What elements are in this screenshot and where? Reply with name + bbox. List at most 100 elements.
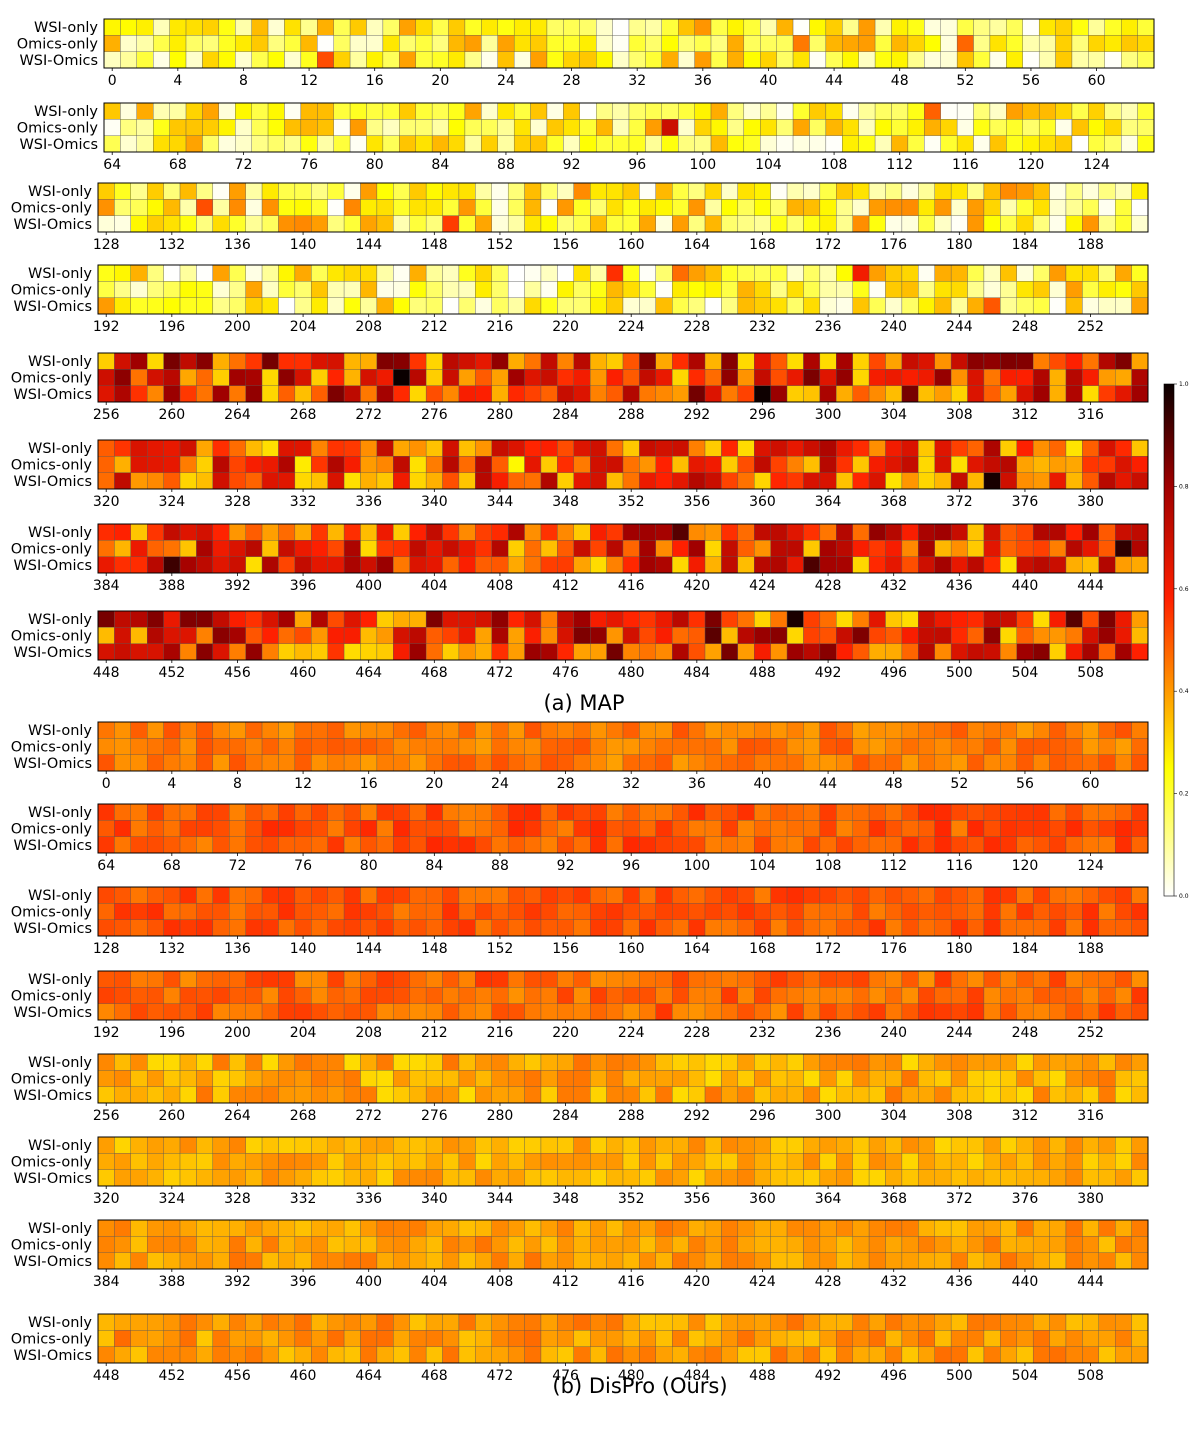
heatmap-cell — [1049, 369, 1067, 386]
heatmap-cell — [934, 886, 952, 904]
heatmap-cell — [212, 1053, 230, 1071]
heatmap-cell — [278, 886, 296, 904]
heatmap-cell — [1121, 35, 1138, 52]
heatmap-cell — [622, 1169, 640, 1187]
heatmap-cell — [475, 721, 492, 739]
heatmap-cell — [1049, 1330, 1067, 1347]
heatmap-cell — [770, 754, 788, 772]
heatmap-cell — [409, 1053, 427, 1071]
heatmap-cell — [885, 919, 903, 937]
heatmap-cell — [868, 1053, 886, 1071]
heatmap-cell — [1065, 803, 1083, 821]
heatmap-cell — [1082, 472, 1099, 490]
heatmap-cell — [409, 281, 427, 298]
heatmap-cell — [524, 987, 542, 1004]
heatmap-cell — [655, 199, 673, 216]
heatmap-cell — [448, 51, 466, 69]
heatmap-cell — [507, 264, 525, 282]
heatmap-cell — [261, 1346, 279, 1364]
heatmap-cell — [573, 987, 591, 1004]
heatmap-cell — [956, 135, 974, 153]
heatmap-cell — [360, 919, 378, 937]
heatmap-cell — [655, 182, 673, 200]
heatmap-cell — [130, 1313, 148, 1331]
heatmap-cell — [278, 987, 296, 1004]
tick-label: 388 — [158, 578, 185, 594]
tick-label: 292 — [683, 1108, 710, 1124]
heatmap-cell — [950, 1153, 968, 1170]
tick-label: 352 — [618, 494, 645, 510]
tick-label: 112 — [886, 157, 913, 173]
heatmap-cell — [1131, 297, 1149, 315]
tick-label: 76 — [294, 858, 312, 874]
heatmap-cell — [754, 182, 771, 200]
heatmap-cell — [278, 540, 296, 557]
heatmap-cell — [343, 1003, 361, 1021]
heatmap-cell — [1032, 836, 1050, 854]
heatmap-cell — [934, 919, 952, 937]
heatmap-cell — [261, 820, 279, 837]
heatmap-cell — [360, 297, 378, 315]
heatmap-cell — [327, 556, 345, 574]
heatmap-cell — [327, 886, 345, 904]
heatmap-cell — [366, 51, 384, 69]
heatmap-cell — [163, 643, 181, 661]
heatmap-cell — [737, 472, 755, 490]
heatmap-cell — [901, 987, 919, 1004]
row-label: Omics-only — [17, 121, 99, 137]
heatmap-cell — [229, 352, 246, 370]
heatmap-cell — [672, 738, 689, 755]
heatmap-cell — [376, 1313, 394, 1331]
heatmap-cell — [507, 919, 525, 937]
heatmap-cell — [672, 264, 689, 282]
tick-label: 488 — [749, 665, 776, 681]
heatmap-cell — [1098, 738, 1116, 755]
heatmap-cell — [819, 903, 837, 920]
heatmap-cell — [458, 1236, 476, 1253]
heatmap-cell — [770, 987, 788, 1004]
tick-label: 244 — [946, 319, 973, 335]
heatmap-cell — [770, 540, 788, 557]
heatmap-cell — [868, 199, 886, 216]
heatmap-cell — [311, 369, 328, 386]
heatmap-cell — [1082, 610, 1099, 628]
heatmap-cell — [590, 523, 607, 541]
heatmap-cell — [606, 1153, 624, 1170]
heatmap-cell — [245, 1313, 263, 1331]
heatmap-cell — [737, 803, 755, 821]
heatmap-cell — [819, 540, 837, 557]
heatmap-cell — [327, 385, 345, 403]
heatmap-cell — [229, 987, 246, 1004]
heatmap-cell — [196, 385, 214, 403]
heatmap-cell — [114, 352, 131, 370]
heatmap-cell — [983, 721, 1001, 739]
heatmap-cell — [1016, 199, 1034, 216]
heatmap-cell — [622, 215, 640, 233]
heatmap-cell — [179, 369, 197, 386]
heatmap-cell — [596, 18, 613, 36]
heatmap-cell — [721, 556, 739, 574]
heatmap-cell — [809, 35, 827, 52]
heatmap-cell — [721, 643, 739, 661]
heatmap-cell — [590, 886, 607, 904]
heatmap-cell — [983, 540, 1001, 557]
heatmap-cell — [639, 820, 656, 837]
heatmap-cell — [573, 820, 591, 837]
heatmap-cell — [294, 754, 312, 772]
heatmap-cell — [1115, 820, 1132, 837]
heatmap-cell — [573, 1252, 591, 1270]
heatmap-cell — [376, 1219, 394, 1237]
heatmap-cell — [606, 721, 624, 739]
heatmap-cell — [153, 135, 170, 153]
heatmap-cell — [507, 439, 525, 457]
heatmap-cell — [163, 439, 181, 457]
heatmap-cell — [885, 439, 903, 457]
heatmap-cell — [179, 215, 197, 233]
heatmap-cell — [885, 1313, 903, 1331]
heatmap-cell — [475, 556, 492, 574]
row-label: WSI-only — [28, 805, 92, 821]
heatmap-cell — [327, 523, 345, 541]
heatmap-cell — [754, 1252, 771, 1270]
heatmap-cell — [343, 1330, 361, 1347]
heatmap-cell — [343, 987, 361, 1004]
